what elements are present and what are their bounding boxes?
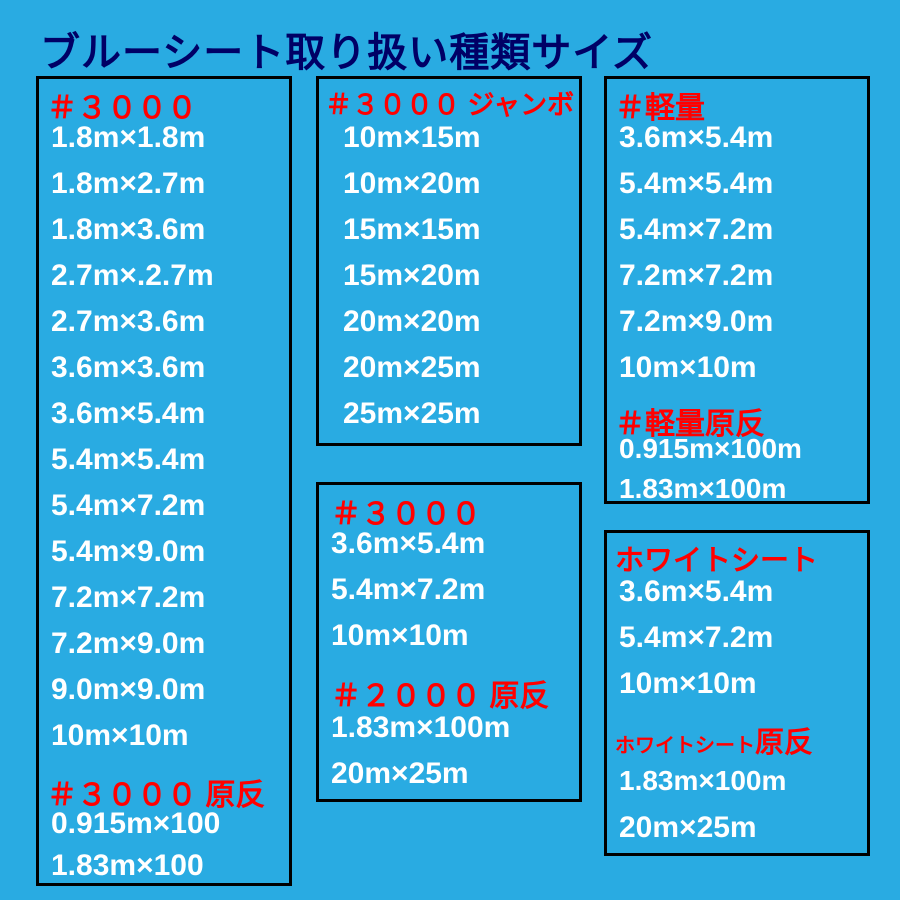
panel-3000: ＃３０００＃３０００ 原反1.8m×1.8m1.8m×2.7m1.8m×3.6m… [36,76,292,886]
size-item: 10m×10m [51,719,189,753]
size-item: 7.2m×9.0m [51,627,205,661]
size-item: 5.4m×9.0m [51,535,205,569]
size-item: 25m×25m [343,397,481,431]
size-item: 15m×20m [343,259,481,293]
panel-light: ＃軽量＃軽量原反3.6m×5.4m5.4m×5.4m5.4m×7.2m7.2m×… [604,76,870,504]
size-item: 0.915m×100m [619,433,802,465]
size-item: 3.6m×5.4m [51,397,205,431]
size-item: 20m×25m [619,811,757,845]
size-item: 3.6m×3.6m [51,351,205,385]
panel-3000-2000: ＃３０００＃２０００ 原反3.6m×5.4m5.4m×7.2m10m×10m1.… [316,482,582,802]
size-item: 2.7m×3.6m [51,305,205,339]
size-item: 20m×20m [343,305,481,339]
size-item: 7.2m×7.2m [619,259,773,293]
size-item: 5.4m×7.2m [619,213,773,247]
size-item: 0.915m×100 [51,807,220,841]
size-item: 7.2m×9.0m [619,305,773,339]
size-item: 10m×10m [619,351,757,385]
size-item: 20m×25m [331,757,469,791]
size-item: 5.4m×7.2m [51,489,205,523]
size-item: 1.83m×100m [331,711,510,745]
size-item: 5.4m×5.4m [619,167,773,201]
size-item: 10m×10m [619,667,757,701]
size-item: 5.4m×7.2m [331,573,485,607]
heading-part: ホワイトシート [615,735,755,757]
size-item: 9.0m×9.0m [51,673,205,707]
size-item: 10m×15m [343,121,481,155]
category-heading: ＃３０００ ジャンボ [325,83,574,122]
page-title: ブルーシート取り扱い種類サイズ [40,20,653,78]
panel-3000-jumbo: ＃３０００ ジャンボ10m×15m 10m×20m 15m×15m 15m×20m 20… [316,76,582,446]
panel-white-sheet: ホワイトシートホワイトシート原反3.6m×5.4m5.4m×7.2m10m×10… [604,530,870,856]
size-item: 1.8m×3.6m [51,213,205,247]
category-heading: ホワイトシート原反 [615,719,813,761]
size-item: 10m×20m [343,167,481,201]
size-item: 1.83m×100m [619,765,786,797]
size-item: 7.2m×7.2m [51,581,205,615]
size-item: 5.4m×5.4m [51,443,205,477]
size-item: 1.83m×100 [51,849,204,883]
size-item: 3.6m×5.4m [619,121,773,155]
canvas: ブルーシート取り扱い種類サイズ ＃３０００＃３０００ 原反1.8m×1.8m1.… [0,0,900,900]
size-item: 3.6m×5.4m [331,527,485,561]
size-item: 20m×25m [343,351,481,385]
size-item: 10m×10m [331,619,469,653]
size-item: 15m×15m [343,213,481,247]
category-heading: ＃２０００ 原反 [331,671,549,715]
heading-part: 原反 [755,727,813,759]
size-item: 2.7m×.2.7m [51,259,214,293]
size-item: 3.6m×5.4m [619,575,773,609]
size-item: 1.83m×100m [619,473,786,505]
size-item: 5.4m×7.2m [619,621,773,655]
category-heading: ホワイトシート [615,537,818,579]
size-item: 1.8m×2.7m [51,167,205,201]
size-item: 1.8m×1.8m [51,121,205,155]
